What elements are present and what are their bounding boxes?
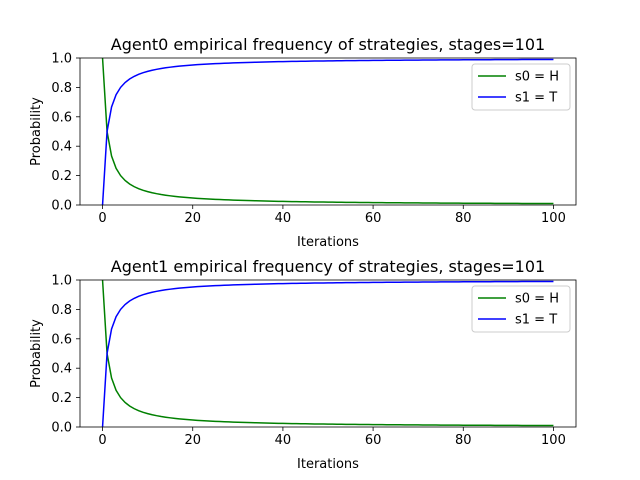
x-tick-label: 80	[455, 211, 472, 226]
y-tick-label: 0.0	[51, 421, 72, 436]
y-tick-label: 0.6	[51, 332, 72, 347]
x-tick-label: 60	[365, 211, 382, 226]
chart-title: Agent0 empirical frequency of strategies…	[111, 35, 545, 54]
x-tick-label: 0	[98, 433, 106, 448]
x-tick-label: 20	[184, 433, 201, 448]
y-tick-label: 0.6	[51, 110, 72, 125]
subplot-1: Agent1 empirical frequency of strategies…	[29, 257, 577, 472]
y-tick-label: 0.8	[51, 81, 72, 96]
x-axis-label: Iterations	[297, 235, 359, 250]
y-axis-label: Probability	[29, 97, 44, 166]
series-line-0	[101, 57, 554, 205]
y-axis-label: Probability	[29, 319, 44, 388]
x-tick-label: 20	[184, 211, 201, 226]
x-tick-label: 60	[365, 433, 382, 448]
series-line-0	[101, 279, 554, 427]
x-tick-label: 100	[541, 433, 566, 448]
x-tick-label: 0	[98, 211, 106, 226]
series-line-1	[101, 280, 554, 428]
legend: s0 = H s1 = T	[471, 285, 571, 333]
subplot-0: Agent0 empirical frequency of strategies…	[29, 35, 577, 250]
x-tick-label: 100	[541, 211, 566, 226]
legend-label-1: s1 = T	[515, 313, 557, 328]
y-tick-label: 0.4	[51, 140, 72, 155]
axes-frame	[79, 57, 577, 206]
y-tick-label: 0.2	[51, 391, 72, 406]
y-tick-label: 1.0	[51, 52, 72, 67]
x-tick-label: 80	[455, 433, 472, 448]
x-tick-label: 40	[275, 433, 292, 448]
x-axis-label: Iterations	[297, 457, 359, 472]
y-tick-label: 0.2	[51, 169, 72, 184]
y-tick-label: 1.0	[51, 274, 72, 289]
legend-label-0: s0 = H	[515, 70, 559, 85]
legend-label-0: s0 = H	[515, 292, 559, 307]
legend-label-1: s1 = T	[515, 91, 557, 106]
axes-frame	[79, 279, 577, 428]
x-tick-label: 40	[275, 211, 292, 226]
series-line-1	[101, 58, 554, 206]
chart-title: Agent1 empirical frequency of strategies…	[111, 257, 545, 276]
y-tick-label: 0.8	[51, 303, 72, 318]
legend: s0 = H s1 = T	[471, 63, 571, 111]
y-tick-label: 0.4	[51, 362, 72, 377]
y-tick-label: 0.0	[51, 199, 72, 214]
